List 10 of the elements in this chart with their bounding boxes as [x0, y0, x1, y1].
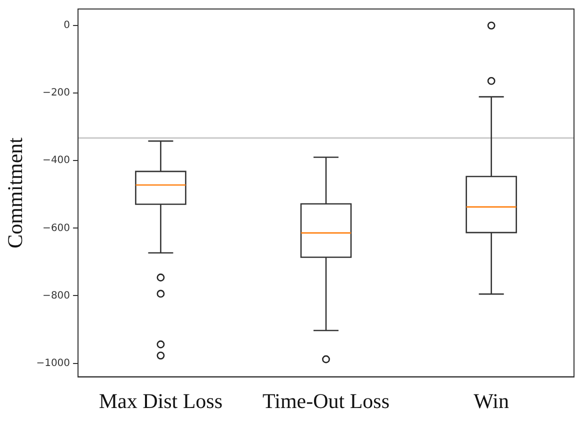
y-tick-label: −400 — [42, 155, 70, 166]
y-tick-label: −1000 — [36, 358, 70, 369]
y-tick-label: 0 — [64, 20, 70, 32]
x-tick-label: Time-Out Loss — [262, 388, 390, 413]
x-tick-label: Max Dist Loss — [98, 388, 223, 413]
y-tick-label: −200 — [42, 88, 70, 99]
x-tick-label: Win — [474, 388, 510, 413]
y-tick-label: −800 — [42, 290, 70, 302]
y-tick-label: −600 — [42, 222, 70, 234]
y-axis-title: Commitment — [3, 137, 28, 248]
